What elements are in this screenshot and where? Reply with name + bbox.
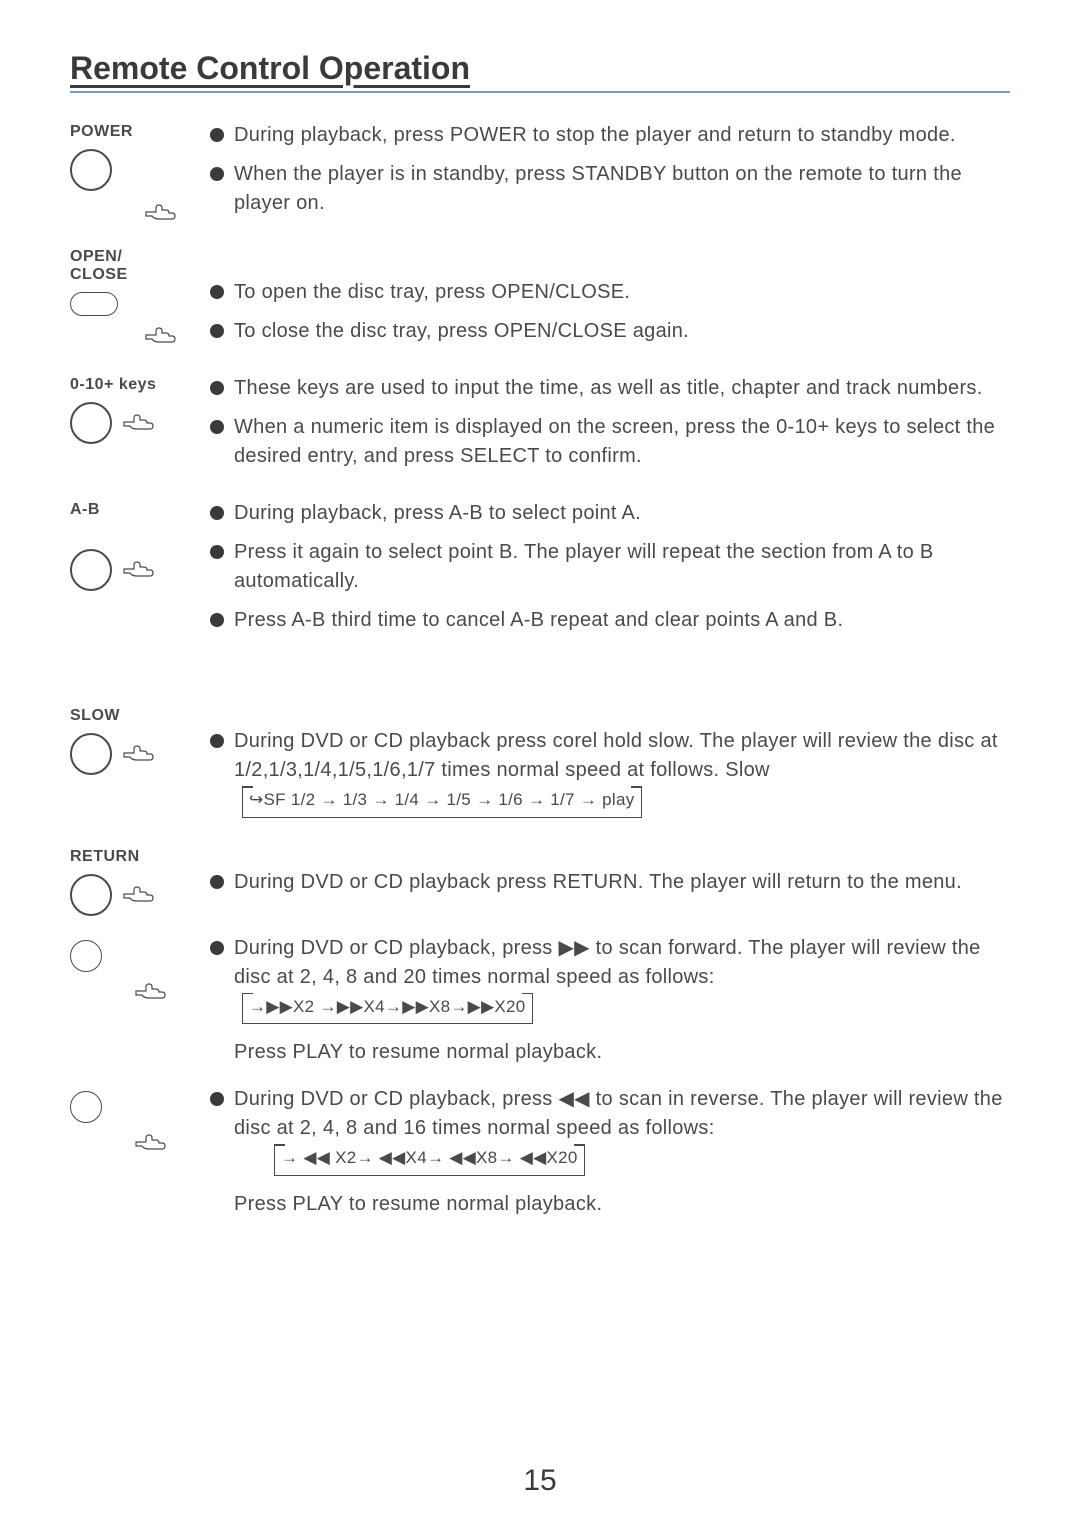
rewind-icon: ◀◀ <box>558 1088 589 1110</box>
pointing-hand-icon <box>144 199 180 227</box>
reverse-text: During DVD or CD playback, press ◀◀ to s… <box>234 1085 1010 1176</box>
return-label: RETURN <box>70 848 210 866</box>
bullet-icon <box>210 324 224 338</box>
bullet-icon <box>210 613 224 627</box>
numkeys-text-1: These keys are used to input the time, a… <box>234 374 1010 403</box>
power-text-1: During playback, press POWER to stop the… <box>234 121 1010 150</box>
page-title: Remote Control Operation <box>70 50 1010 93</box>
bullet-icon <box>210 734 224 748</box>
forward-text: During DVD or CD playback, press ▶▶ to s… <box>234 934 1010 1025</box>
power-text-2: When the player is in standby, press STA… <box>234 160 1010 218</box>
slow-button-icon <box>70 733 112 775</box>
ab-label: A-B <box>70 501 210 519</box>
reverse-button-icon <box>70 1091 102 1123</box>
reverse-resume: Press PLAY to resume normal playback. <box>210 1190 1010 1219</box>
bullet-icon <box>210 420 224 434</box>
ab-text-2: Press it again to select point B. The pl… <box>234 538 1010 596</box>
bullet-icon <box>210 1092 224 1106</box>
pointing-hand-icon <box>122 556 158 584</box>
bullet-icon <box>210 128 224 142</box>
pointing-hand-icon <box>122 409 158 437</box>
openclose-text-1: To open the disc tray, press OPEN/CLOSE. <box>234 278 1010 307</box>
slow-text: During DVD or CD playback press corel ho… <box>234 727 1010 818</box>
pointing-hand-icon <box>122 740 158 768</box>
ab-text-3: Press A-B third time to cancel A-B repea… <box>234 606 1010 635</box>
numkey-button-icon <box>70 402 112 444</box>
section-forward: During DVD or CD playback, press ▶▶ to s… <box>70 934 1010 1068</box>
pointing-hand-icon <box>134 1129 170 1157</box>
pointing-hand-icon <box>122 881 158 909</box>
page-number: 15 <box>523 1464 556 1498</box>
power-button-icon <box>70 149 112 191</box>
section-openclose: OPEN/ CLOSE To open the disc tray, press… <box>70 246 1010 356</box>
section-return: RETURN During DVD or CD playback press R… <box>70 846 1010 916</box>
power-label: POWER <box>70 123 210 141</box>
bullet-icon <box>210 941 224 955</box>
slow-speed-box: ↪SF 1/2 → 1/3 → 1/4 → 1/5 → 1/6 → 1/7 → … <box>242 786 642 818</box>
reverse-speed-box: → ◀◀ X2→ ◀◀X4→ ◀◀X8→ ◀◀X20 <box>274 1144 585 1176</box>
return-button-icon <box>70 874 112 916</box>
fast-forward-icon: ▶▶ <box>558 937 589 959</box>
forward-button-icon <box>70 940 102 972</box>
bullet-icon <box>210 167 224 181</box>
bullet-icon <box>210 875 224 889</box>
forward-resume: Press PLAY to resume normal playback. <box>210 1038 1010 1067</box>
pointing-hand-icon <box>144 322 180 350</box>
openclose-button-icon <box>70 292 118 316</box>
openclose-text-2: To close the disc tray, press OPEN/CLOSE… <box>234 317 1010 346</box>
pointing-hand-icon <box>134 978 170 1006</box>
bullet-icon <box>210 506 224 520</box>
openclose-label: OPEN/ CLOSE <box>70 248 210 284</box>
numkeys-label: 0-10+ keys <box>70 376 210 394</box>
section-ab: A-B During playback, press A-B to select… <box>70 499 1010 645</box>
ab-button-icon <box>70 549 112 591</box>
section-numkeys: 0-10+ keys These keys are used to input … <box>70 374 1010 481</box>
section-reverse: During DVD or CD playback, press ◀◀ to s… <box>70 1085 1010 1219</box>
numkeys-text-2: When a numeric item is displayed on the … <box>234 413 1010 471</box>
return-text: During DVD or CD playback press RETURN. … <box>234 868 1010 897</box>
forward-speed-box: →▶▶X2 →▶▶X4→▶▶X8→▶▶X20 <box>242 993 533 1025</box>
bullet-icon <box>210 285 224 299</box>
ab-text-1: During playback, press A-B to select poi… <box>234 499 1010 528</box>
bullet-icon <box>210 381 224 395</box>
section-power: POWER During playback, press POWER to st… <box>70 121 1010 228</box>
section-slow: SLOW During DVD or CD playback press cor… <box>70 705 1010 828</box>
slow-label: SLOW <box>70 707 210 725</box>
bullet-icon <box>210 545 224 559</box>
